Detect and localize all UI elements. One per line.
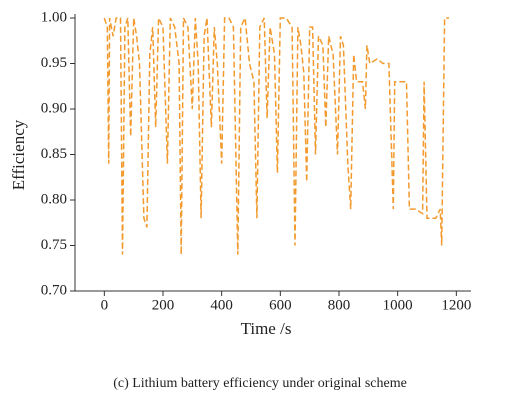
y-tick-label: 0.75 [41, 237, 67, 253]
caption: (c) Lithium battery efficiency under ori… [113, 376, 407, 391]
y-tick-label: 0.70 [41, 282, 67, 298]
x-axis-label: Time /s [241, 319, 292, 338]
data-line [103, 15, 449, 255]
x-tick-label: 0 [101, 297, 109, 313]
x-tick-label: 1200 [441, 297, 471, 313]
x-tick-label: 600 [269, 297, 292, 313]
y-tick-label: 0.85 [41, 146, 67, 162]
x-tick-label: 800 [328, 297, 351, 313]
x-tick-label: 200 [152, 297, 175, 313]
y-tick-label: 1.00 [41, 9, 67, 25]
x-tick-label: 400 [210, 297, 233, 313]
x-tick-label: 1000 [383, 297, 413, 313]
y-tick-label: 0.80 [41, 191, 67, 207]
y-tick-label: 0.95 [41, 55, 67, 71]
y-axis-label: Efficiency [9, 119, 28, 190]
y-tick-label: 0.90 [41, 100, 67, 116]
